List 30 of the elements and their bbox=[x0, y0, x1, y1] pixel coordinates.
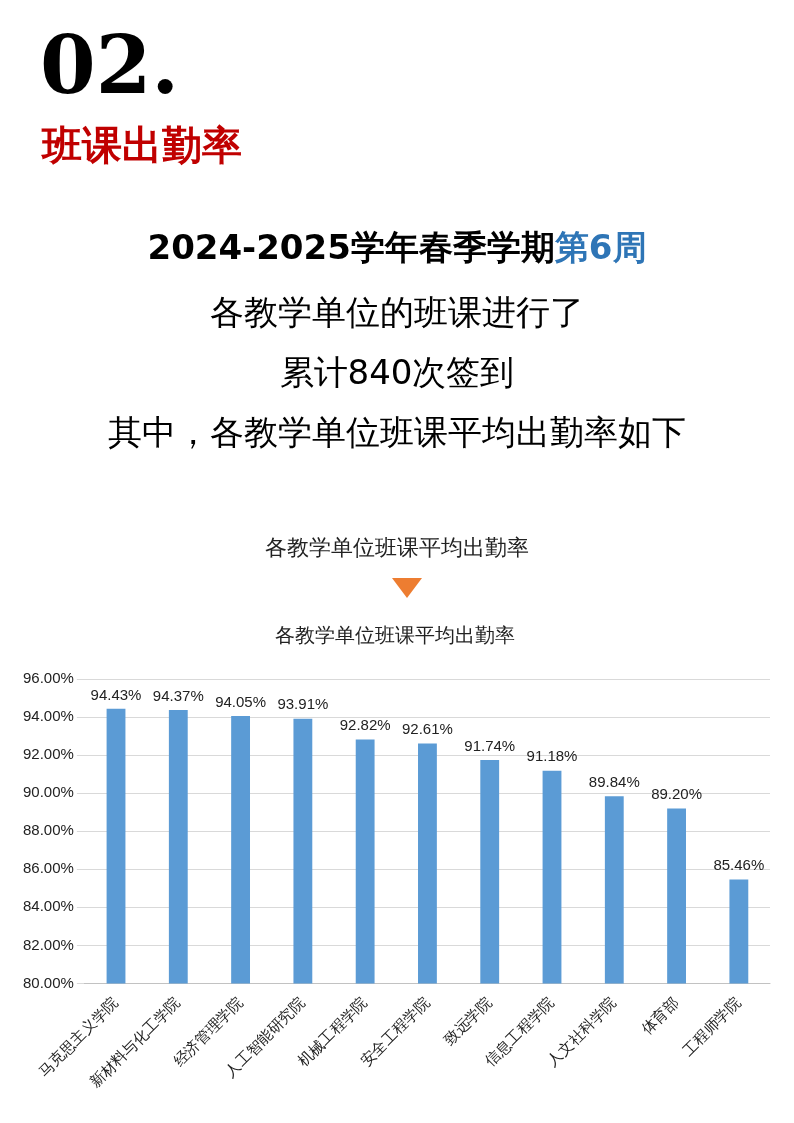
text: 2024-2025学年春季学期 bbox=[147, 227, 555, 267]
y-tick-label: 84.00% bbox=[23, 897, 74, 915]
data-label: 92.82% bbox=[339, 716, 391, 734]
data-label: 89.20% bbox=[651, 785, 703, 803]
data-label: 91.18% bbox=[526, 747, 578, 765]
text: 02. bbox=[40, 18, 180, 112]
text: 其中，各教学单位班课平均出勤率如下 bbox=[107, 411, 687, 454]
data-label: 91.74% bbox=[464, 736, 516, 754]
data-label: 94.37% bbox=[152, 686, 204, 704]
y-tick-label: 82.00% bbox=[23, 935, 74, 953]
y-tick-label: 88.00% bbox=[23, 821, 74, 839]
y-tick-label: 90.00% bbox=[23, 783, 74, 801]
x-tick-label: 致远学院 bbox=[440, 993, 496, 1049]
data-label: 94.05% bbox=[215, 692, 267, 710]
text: 班课出勤率 bbox=[42, 121, 242, 170]
y-tick-label: 94.00% bbox=[23, 707, 74, 725]
y-tick-label: 92.00% bbox=[23, 745, 74, 763]
data-label: 85.46% bbox=[713, 856, 765, 874]
data-label: 92.61% bbox=[402, 720, 453, 738]
y-tick-label: 86.00% bbox=[23, 859, 74, 877]
chart-title: 各教学单位班课平均出勤率 bbox=[275, 623, 515, 648]
y-tick-label: 80.00% bbox=[23, 973, 74, 991]
data-label: 93.91% bbox=[277, 695, 329, 713]
text: 累计840次签到 bbox=[278, 351, 516, 394]
text: 各教学单位班课平均出勤率 bbox=[264, 534, 530, 562]
y-tick-label: 96.00% bbox=[23, 669, 74, 687]
text: 各教学单位的班课进行了 bbox=[209, 291, 585, 334]
data-label: 89.84% bbox=[588, 772, 640, 790]
data-label: 94.43% bbox=[90, 685, 142, 703]
text: 第6周 bbox=[554, 227, 647, 267]
